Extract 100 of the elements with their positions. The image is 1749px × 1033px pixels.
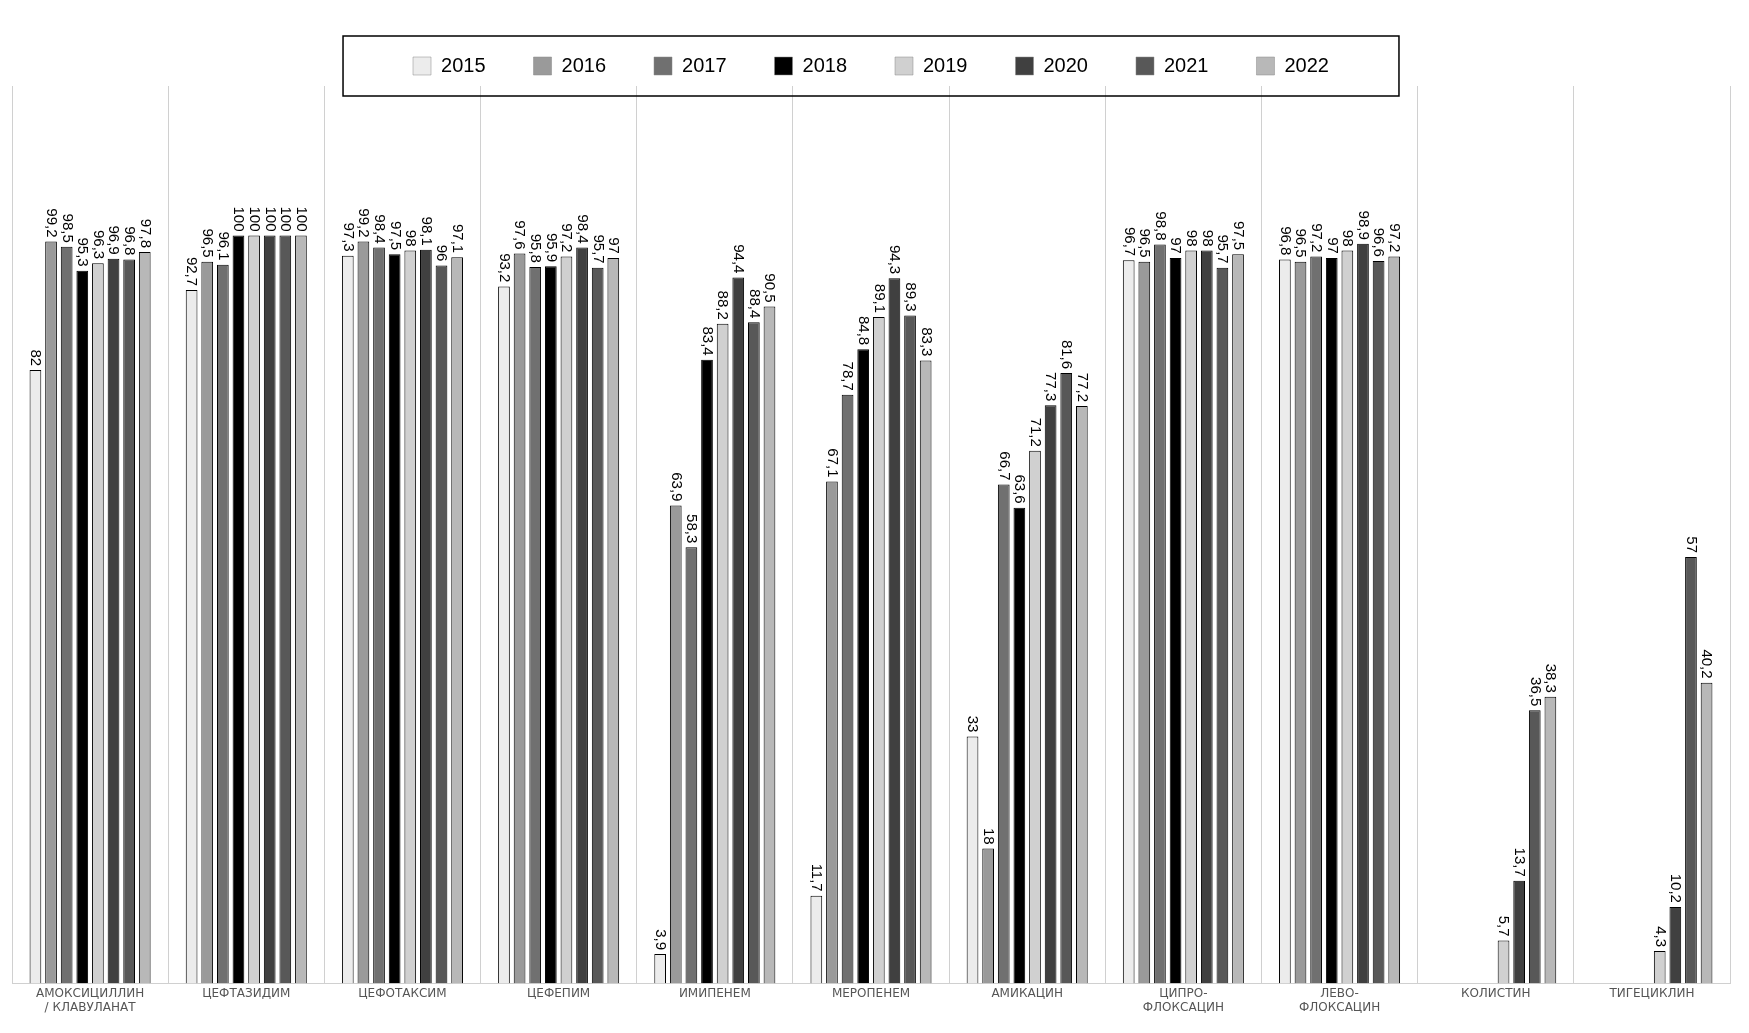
- data-label: 67,1: [824, 448, 842, 478]
- x-tick-label: ЦИПРО- ФЛОКСАЦИН: [1142, 985, 1224, 1014]
- data-label: 97: [1324, 237, 1342, 254]
- data-label: 98: [1340, 229, 1358, 247]
- data-label: 38,3: [1543, 663, 1561, 693]
- bar: [76, 270, 89, 984]
- data-label: 97: [1168, 237, 1186, 254]
- x-tick-label: КОЛИСТИН: [1460, 985, 1531, 1000]
- data-label: 98,4: [574, 214, 592, 244]
- bar: [1013, 507, 1026, 984]
- data-label: 88,2: [715, 290, 733, 320]
- legend-label: 2016: [561, 53, 607, 76]
- data-label: 94,4: [731, 244, 749, 274]
- data-label: 96,5: [1137, 228, 1155, 258]
- data-label: 97,1: [449, 224, 467, 254]
- data-label: 98,8: [1152, 211, 1170, 241]
- data-label: 78,7: [840, 361, 858, 391]
- data-label: 98,4: [371, 214, 389, 244]
- bar: [857, 349, 870, 984]
- bar: [701, 359, 713, 984]
- data-label: 96,8: [1277, 226, 1295, 256]
- data-label: 88,4: [746, 289, 764, 319]
- bar: [232, 235, 245, 984]
- data-label: 95,3: [75, 237, 93, 267]
- data-label: 81,6: [1059, 339, 1077, 370]
- legend-label: 2015: [441, 53, 486, 76]
- data-label: 71,2: [1027, 417, 1045, 447]
- data-label: 96,5: [200, 228, 218, 258]
- data-label: 97,2: [1387, 223, 1405, 253]
- data-label: 93,2: [496, 253, 514, 283]
- data-label: 98: [403, 229, 421, 247]
- data-label: 98: [1199, 229, 1217, 247]
- x-tick-label: МЕРОПЕНЕМ: [831, 985, 911, 1000]
- data-label: 92,7: [184, 256, 202, 287]
- x-tick-label: ЦЕФЕПИМ: [527, 985, 591, 1000]
- legend-label: 2017: [682, 53, 727, 76]
- data-label: 10,2: [1668, 873, 1686, 903]
- bar: [1325, 257, 1338, 984]
- data-label: 98: [1184, 229, 1202, 247]
- legend-label: 2020: [1043, 53, 1088, 76]
- data-label: 77,2: [1074, 372, 1092, 402]
- data-label: 98,1: [418, 216, 436, 246]
- data-label: 95,7: [1215, 234, 1233, 264]
- data-label: 63,6: [1012, 474, 1030, 504]
- x-tick-label: АМИКАЦИН: [991, 985, 1063, 1000]
- data-label: 83,4: [699, 326, 717, 356]
- data-label: 33: [965, 715, 983, 733]
- data-label: 40,2: [1699, 649, 1717, 679]
- data-label: 97,8: [137, 218, 155, 248]
- x-tick-label: ЦЕФОТАКСИМ: [358, 985, 447, 1000]
- data-label: 97,3: [340, 222, 358, 252]
- data-label: 5,7: [1496, 915, 1514, 937]
- data-label: 96,1: [215, 231, 233, 261]
- bar: [388, 254, 401, 984]
- data-label: 66,7: [996, 451, 1014, 481]
- data-label: 83,3: [918, 327, 936, 357]
- data-label: 57: [1683, 536, 1701, 554]
- x-tick-label: АМОКСИЦИЛЛИН / КЛАВУЛАНАТ: [35, 985, 145, 1014]
- data-label: 96: [434, 244, 452, 262]
- data-label: 96,9: [106, 225, 124, 255]
- data-label: 58,3: [684, 514, 702, 544]
- data-label: 97,2: [1308, 223, 1326, 253]
- data-label: 97,5: [1230, 221, 1248, 251]
- x-tick-label: ЦЕФТАЗИДИМ: [202, 985, 291, 1000]
- data-label: 100: [246, 206, 264, 232]
- data-label: 97: [606, 237, 624, 254]
- data-label: 89,1: [871, 283, 889, 314]
- data-label: 4,3: [1652, 926, 1670, 948]
- data-label: 95,9: [543, 232, 561, 263]
- data-label: 100: [262, 206, 280, 232]
- data-label: 96,6: [1371, 227, 1389, 257]
- data-label: 84,8: [856, 315, 874, 346]
- data-label: 98,9: [1355, 210, 1373, 240]
- x-tick-label: ТИГЕЦИКЛИН: [1608, 985, 1695, 1000]
- data-label: 96,3: [90, 229, 108, 260]
- data-label: 89,3: [902, 282, 920, 312]
- data-label: 99,2: [356, 208, 374, 238]
- data-label: 99,2: [43, 208, 61, 238]
- data-label: 13,7: [1512, 847, 1530, 877]
- data-label: 97,5: [387, 221, 405, 251]
- data-label: 100: [231, 206, 249, 232]
- data-label: 96,5: [1293, 228, 1311, 258]
- data-label: 94,3: [887, 244, 905, 275]
- bar: [544, 266, 557, 984]
- data-label: 18: [981, 827, 998, 845]
- x-tick-label: ЛЕВО- ФЛОКСАЦИН: [1298, 985, 1381, 1014]
- data-label: 97,2: [559, 223, 577, 253]
- data-label: 82: [28, 349, 46, 367]
- data-label: 96,7: [1121, 227, 1139, 257]
- legend-label: 2018: [802, 53, 848, 76]
- x-tick-label: ИМИПЕНЕМ: [678, 985, 751, 1000]
- data-label: 97,6: [512, 220, 530, 250]
- data-label: 98,5: [59, 213, 77, 243]
- data-label: 90,5: [762, 273, 780, 303]
- data-label: 95,8: [528, 233, 546, 263]
- legend-label: 2022: [1284, 53, 1329, 76]
- data-label: 96,8: [122, 226, 139, 256]
- data-label: 36,5: [1527, 677, 1545, 707]
- data-label: 3,9: [653, 929, 671, 951]
- legend-label: 2021: [1163, 53, 1209, 76]
